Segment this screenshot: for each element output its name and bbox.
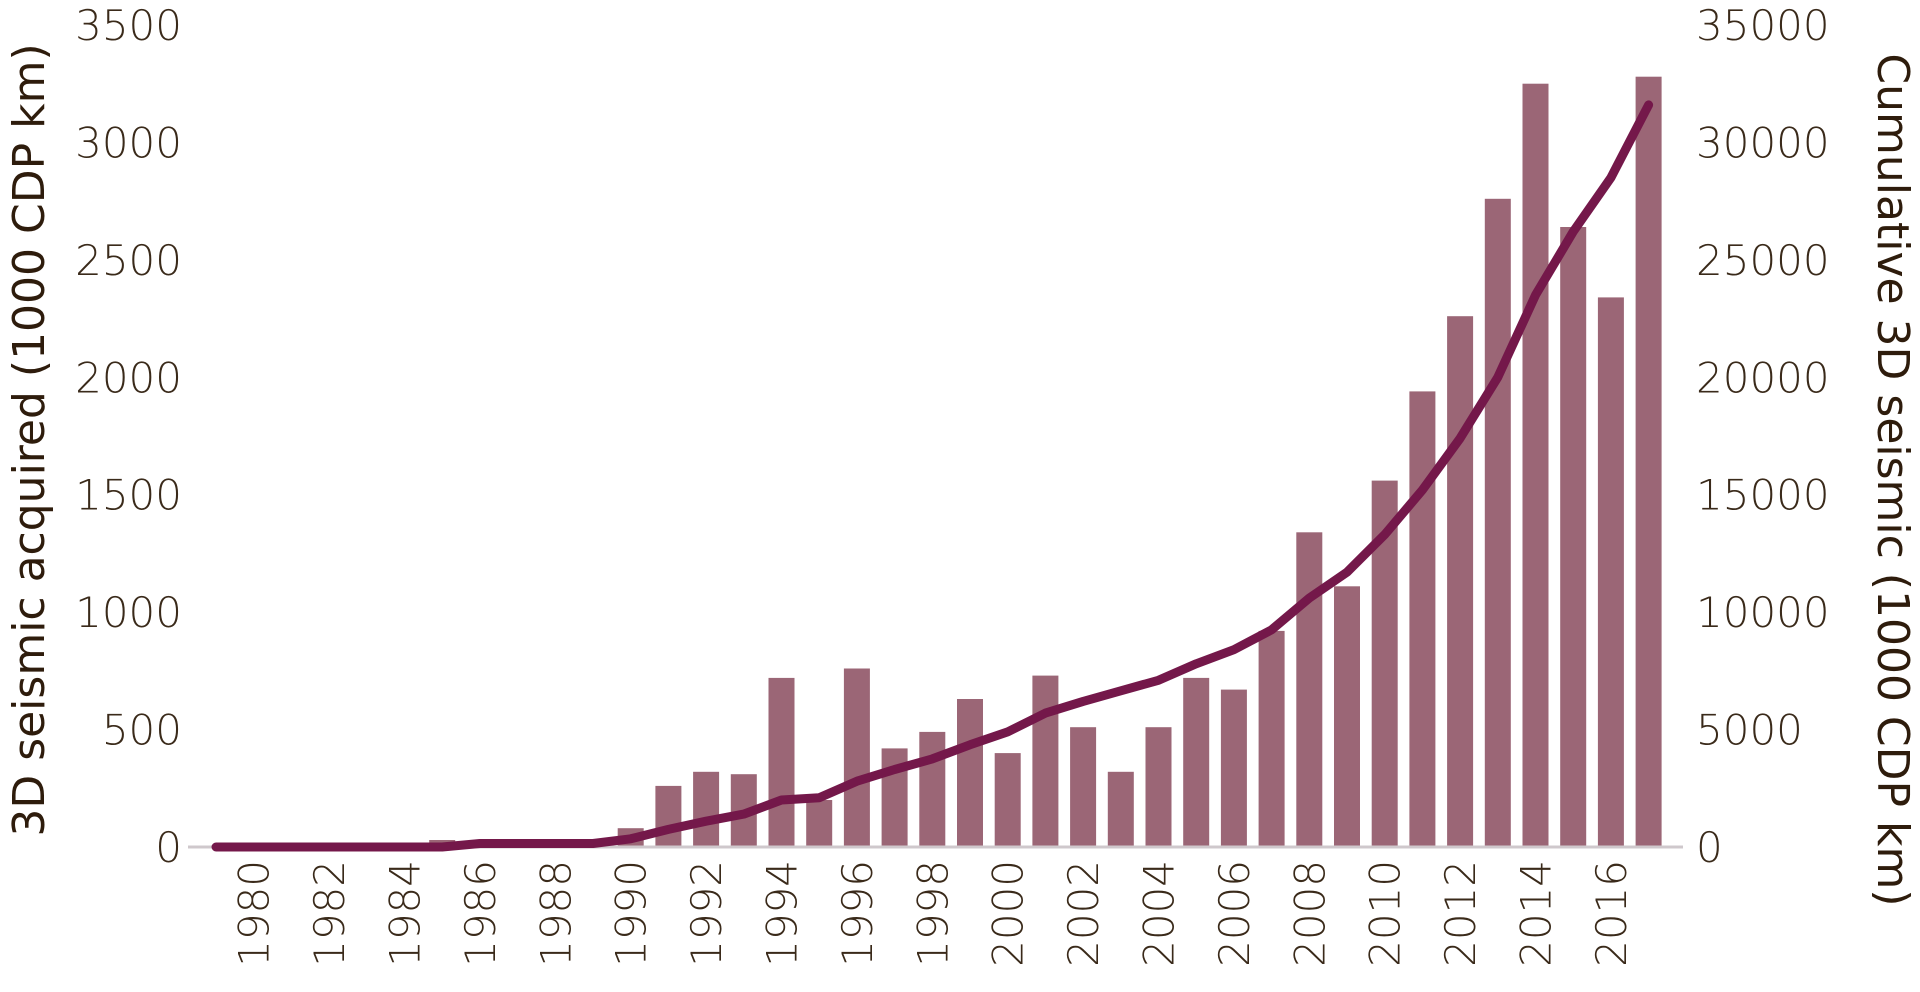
bar-2008 — [1296, 532, 1323, 847]
right-y-tick-label: 35000 — [1696, 1, 1830, 50]
bar-2000 — [994, 753, 1021, 847]
left-y-tick-label: 500 — [102, 706, 182, 755]
left-y-tick-label: 3000 — [75, 118, 182, 167]
cumulative-line — [211, 100, 1654, 852]
x-tick-label: 1986 — [456, 860, 505, 967]
right-y-tick-label: 0 — [1696, 823, 1723, 872]
x-tick-label: 1980 — [230, 860, 279, 967]
bar-2011 — [1409, 391, 1436, 847]
left-y-axis-ticks: 0 500 1000 1500 2000 2500 3000 3500 — [75, 1, 182, 872]
x-tick-label: 1994 — [758, 860, 807, 967]
left-y-tick-label: 3500 — [75, 1, 182, 50]
right-y-tick-label: 20000 — [1696, 353, 1830, 402]
bar-2014 — [1522, 83, 1549, 847]
bar-2002 — [1070, 727, 1097, 847]
right-y-tick-label: 15000 — [1696, 471, 1830, 520]
bar-2003 — [1107, 771, 1134, 847]
x-tick-label: 1984 — [381, 860, 430, 967]
bar-series — [429, 76, 1662, 848]
bar-1992 — [693, 771, 720, 847]
right-y-tick-label: 5000 — [1696, 706, 1803, 755]
bar-2015 — [1560, 227, 1587, 847]
x-tick-label: 1982 — [305, 860, 354, 967]
bar-1996 — [843, 668, 870, 847]
bar-1991 — [655, 785, 682, 847]
bar-1995 — [806, 800, 833, 847]
x-tick-label: 2002 — [1059, 860, 1108, 967]
x-tick-label: 2014 — [1512, 860, 1561, 967]
bar-1994 — [768, 677, 795, 847]
x-tick-label: 2008 — [1285, 860, 1334, 967]
left-y-tick-label: 1500 — [75, 471, 182, 520]
x-tick-label: 2006 — [1210, 860, 1259, 967]
right-y-axis-title: Cumulative 3D seismic (1000 CDP km) — [1867, 53, 1918, 906]
bar-2001 — [1032, 675, 1059, 847]
x-tick-label: 2012 — [1436, 860, 1485, 967]
left-y-axis-title: 3D seismic acquired (1000 CDP km) — [4, 43, 55, 836]
bar-1999 — [957, 699, 983, 847]
bar-2004 — [1145, 727, 1172, 847]
x-tick-label: 1998 — [908, 860, 957, 967]
right-y-tick-label: 30000 — [1696, 118, 1830, 167]
bar-2016 — [1597, 297, 1624, 847]
x-tick-label: 2010 — [1361, 860, 1410, 967]
right-y-tick-label: 25000 — [1696, 236, 1830, 285]
x-tick-label: 1996 — [833, 860, 882, 967]
bar-2005 — [1183, 677, 1210, 847]
bar-2006 — [1220, 689, 1247, 847]
bar-2012 — [1447, 316, 1474, 847]
x-tick-label: 1988 — [531, 860, 580, 967]
left-y-tick-label: 2500 — [75, 236, 182, 285]
left-y-tick-label: 1000 — [75, 588, 182, 637]
bar-2007 — [1258, 630, 1285, 847]
bar-2017 — [1635, 76, 1662, 847]
x-tick-label: 2016 — [1587, 860, 1636, 967]
bar-1998 — [919, 731, 946, 847]
bar-2013 — [1484, 198, 1511, 848]
x-tick-label: 2004 — [1135, 860, 1184, 967]
x-tick-label: 2000 — [984, 860, 1033, 967]
x-axis-ticks: 1980 1982 1984 1986 1988 1990 1992 1994 1996 1998… — [230, 860, 1636, 967]
x-tick-label: 1992 — [682, 860, 731, 967]
right-y-tick-label: 10000 — [1696, 588, 1830, 637]
left-y-tick-label: 2000 — [75, 353, 182, 402]
bar-2009 — [1334, 586, 1360, 847]
x-tick-label: 1990 — [607, 860, 656, 967]
left-y-tick-label: 0 — [155, 823, 182, 872]
right-y-axis-ticks: 0 5000 10000 15000 20000 25000 30000 35000 — [1696, 1, 1830, 872]
